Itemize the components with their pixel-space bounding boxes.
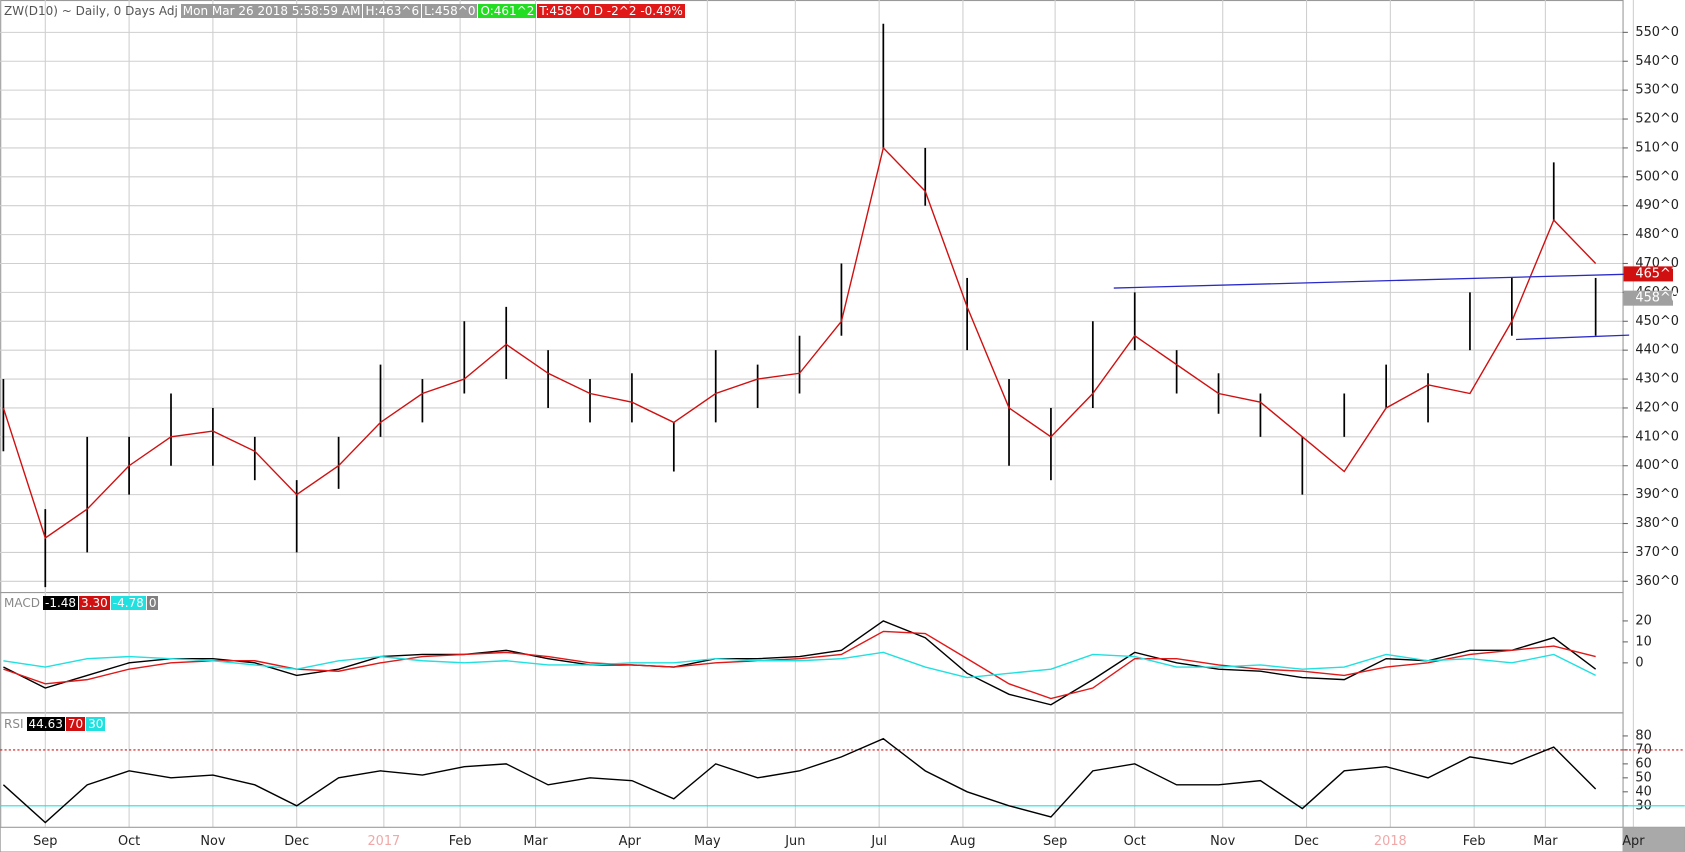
low: L:458^0 <box>422 4 478 18</box>
series-line <box>2 737 1597 824</box>
readout: 0 <box>146 596 159 611</box>
y-tick-label: 420^0 <box>1635 400 1679 415</box>
x-tick-label: Mar <box>1533 834 1558 849</box>
price-flag-label: 458^0 <box>1635 291 1679 306</box>
readout: 70 <box>65 716 86 731</box>
y-tick-label: 380^0 <box>1635 516 1679 531</box>
x-tick-label: Mar <box>523 834 548 849</box>
y-tick-label: 80 <box>1635 728 1651 743</box>
open: O:461^2 <box>478 4 537 18</box>
readout: RSI <box>4 716 24 731</box>
readout: -4.78 <box>110 596 146 611</box>
x-tick-label: Oct <box>1124 834 1146 849</box>
panel-frame <box>0 591 1624 714</box>
y-tick-label: 480^0 <box>1635 227 1679 242</box>
trendline <box>1113 273 1630 289</box>
x-tick-label: 2017 <box>367 834 400 849</box>
x-tick-label: 2018 <box>1374 834 1407 849</box>
x-tick-label: Nov <box>1210 834 1236 849</box>
x-tick-label: Oct <box>118 834 140 849</box>
y-tick-label: 60 <box>1635 756 1651 771</box>
series-line <box>2 146 1597 540</box>
price-flag <box>1623 266 1674 282</box>
y-tick-label: 430^0 <box>1635 372 1679 387</box>
x-tick-label: Jul <box>870 834 887 849</box>
readout: MACD <box>4 596 40 611</box>
corner <box>1622 827 1685 852</box>
panel-frame <box>0 712 1624 829</box>
x-tick-label: Dec <box>284 834 309 849</box>
y-tick-label: 40 <box>1635 784 1651 799</box>
y-tick-label: 520^0 <box>1635 112 1679 127</box>
readouts: RSI 44.63 70 30 <box>2 716 106 731</box>
x-tick-label: Dec <box>1294 834 1319 849</box>
y-tick-label: 490^0 <box>1635 198 1679 213</box>
y-tick-label: 390^0 <box>1635 487 1679 502</box>
series-line <box>3 651 1596 679</box>
trendline <box>1516 334 1630 341</box>
readout: 3.30 <box>79 596 110 611</box>
y-tick-label: 440^0 <box>1635 343 1679 358</box>
x-tick-label: May <box>694 834 721 849</box>
y-tick-label: 370^0 <box>1635 545 1679 560</box>
y-tick-label: 0 <box>1635 655 1643 670</box>
price-flag-label: 465^7 <box>1635 266 1679 281</box>
readout: 44.63 <box>26 716 65 731</box>
y-tick-label: 450^0 <box>1635 314 1679 329</box>
x-tick-label: Feb <box>449 834 472 849</box>
y-tick-label: 410^0 <box>1635 429 1679 444</box>
x-tick-label: Jun <box>784 834 805 849</box>
y-tick-label: 540^0 <box>1635 54 1679 69</box>
y-tick-label: 550^0 <box>1635 25 1679 40</box>
y-tick-label: 50 <box>1635 770 1651 785</box>
readout: -1.48 <box>42 596 79 611</box>
x-tick-label: Sep <box>33 834 57 849</box>
readouts: MACD -1.48 3.30 -4.78 0 <box>2 596 159 611</box>
x-tick-label: Nov <box>200 834 226 849</box>
y-tick-label: 500^0 <box>1635 169 1679 184</box>
high: H:463^6 <box>363 4 422 18</box>
timestamp: Mon Mar 26 2018 5:58:59 AM <box>180 4 363 18</box>
y-tick-label: 360^0 <box>1635 574 1679 589</box>
y-tick-label: 10 <box>1635 634 1651 649</box>
y-tick-label: 510^0 <box>1635 140 1679 155</box>
last: T:458^0 D -2^2 -0.49% <box>537 4 685 18</box>
x-axis-band <box>0 826 1685 852</box>
x-tick-label: Aug <box>950 834 975 849</box>
readout: 30 <box>86 716 106 731</box>
panel-frame <box>0 0 1624 594</box>
x-tick-label: Apr <box>1622 834 1645 849</box>
x-tick-label: Sep <box>1043 834 1067 849</box>
header: ZW(D10) ~ Daily, 0 Days Adj Mon Mar 26 2… <box>2 4 685 18</box>
y-tick-label: 400^0 <box>1635 458 1679 473</box>
series-line <box>3 630 1596 700</box>
y-tick-label: 20 <box>1635 613 1651 628</box>
x-tick-label: Feb <box>1463 834 1486 849</box>
symbol: ZW(D10) ~ Daily, 0 Days Adj <box>4 4 178 18</box>
x-tick-label: Apr <box>619 834 642 849</box>
price-flag <box>1623 290 1674 306</box>
y-tick-label: 530^0 <box>1635 83 1679 98</box>
